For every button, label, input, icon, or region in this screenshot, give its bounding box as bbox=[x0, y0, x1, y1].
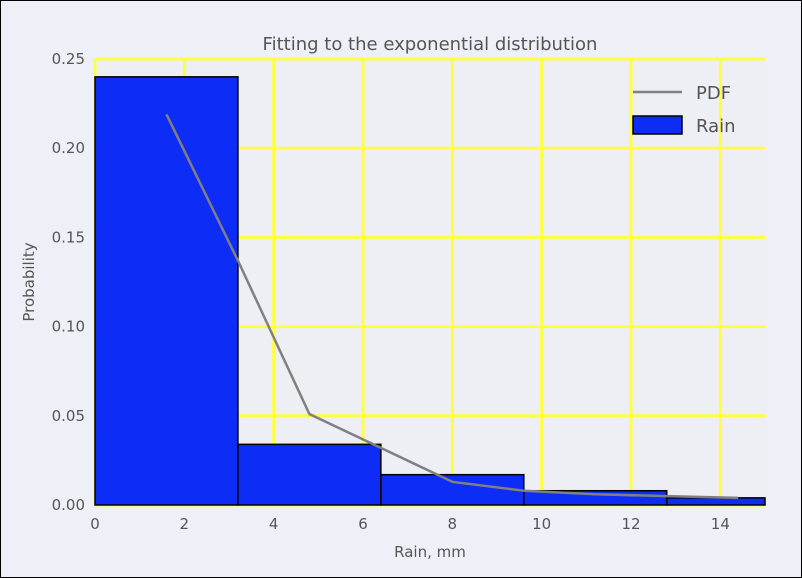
x-axis-ticks: 0 2 4 6 8 10 12 14 bbox=[90, 515, 730, 533]
y-tick-label: 0.15 bbox=[52, 228, 85, 246]
y-tick-label: 0.05 bbox=[52, 407, 85, 425]
y-tick-label: 0.00 bbox=[52, 496, 85, 514]
legend-pdf-label: PDF bbox=[696, 83, 731, 104]
x-tick-label: 8 bbox=[448, 515, 458, 533]
x-tick-label: 0 bbox=[90, 515, 100, 533]
x-tick-label: 10 bbox=[532, 515, 551, 533]
y-tick-label: 0.25 bbox=[52, 50, 85, 68]
x-axis-label: Rain, mm bbox=[394, 543, 466, 561]
x-tick-label: 6 bbox=[358, 515, 368, 533]
legend-rain-label: Rain bbox=[696, 116, 736, 137]
x-tick-label: 12 bbox=[621, 515, 640, 533]
chart-title: Fitting to the exponential distribution bbox=[263, 34, 598, 55]
histogram-bar bbox=[380, 473, 525, 506]
histogram-bar bbox=[665, 497, 766, 506]
y-axis-label: Probability bbox=[20, 242, 38, 321]
bars bbox=[94, 76, 766, 506]
y-axis-ticks: 0.00 0.05 0.10 0.15 0.20 0.25 bbox=[52, 50, 85, 514]
legend-rain-swatch bbox=[632, 115, 683, 135]
legend: PDF Rain bbox=[632, 83, 736, 137]
histogram-bar bbox=[94, 76, 239, 506]
y-tick-label: 0.20 bbox=[52, 139, 85, 157]
x-tick-label: 4 bbox=[269, 515, 279, 533]
pdf-line bbox=[165, 113, 739, 500]
pdf-line-path bbox=[165, 113, 739, 500]
x-tick-label: 14 bbox=[711, 515, 730, 533]
histogram-bar bbox=[237, 443, 382, 506]
x-tick-label: 2 bbox=[180, 515, 190, 533]
y-tick-label: 0.10 bbox=[52, 318, 85, 336]
